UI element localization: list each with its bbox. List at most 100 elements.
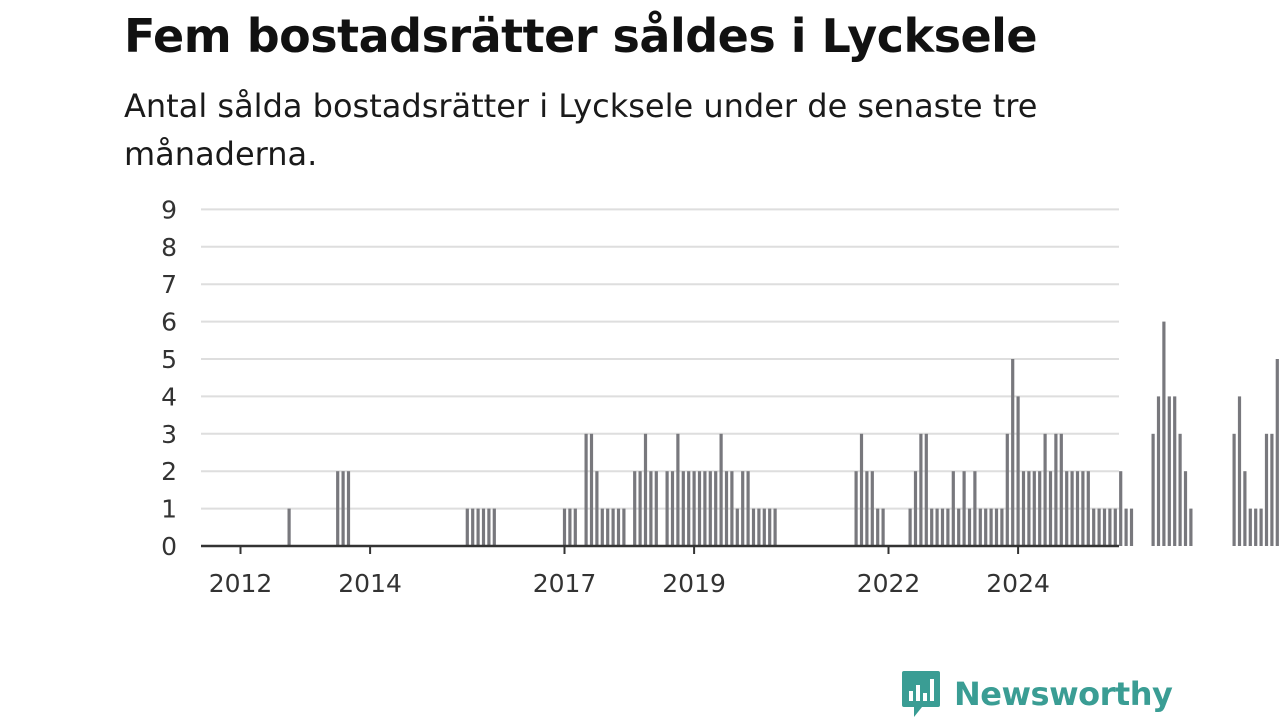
bar	[670, 471, 675, 546]
bar	[930, 508, 934, 546]
bar	[870, 471, 874, 546]
bar	[606, 508, 610, 546]
x-tick-label: 2019	[662, 569, 726, 598]
x-tick-label: 2024	[986, 569, 1050, 598]
bar	[1016, 396, 1020, 546]
bar	[697, 471, 702, 546]
bar	[908, 508, 912, 546]
bar	[751, 508, 756, 546]
bar	[719, 433, 723, 546]
bar	[492, 508, 496, 546]
bar	[1048, 471, 1053, 546]
bar	[994, 508, 999, 546]
bar	[865, 471, 869, 546]
bar	[735, 508, 739, 546]
bar	[1027, 471, 1031, 546]
bar	[1032, 471, 1036, 546]
bar	[703, 471, 707, 546]
bar	[859, 433, 864, 546]
bar	[1124, 508, 1128, 546]
bar	[341, 471, 345, 546]
bar	[665, 471, 669, 546]
y-tick-label: 5	[161, 345, 177, 374]
bar	[967, 508, 972, 546]
bar	[919, 433, 923, 546]
bar	[913, 471, 918, 546]
bar	[1021, 471, 1026, 546]
bar	[1275, 359, 1279, 546]
y-tick-label: 1	[161, 495, 177, 524]
bar	[471, 508, 475, 546]
bar	[562, 508, 567, 546]
bar	[346, 471, 351, 546]
bar	[1119, 471, 1123, 546]
bar	[854, 471, 858, 546]
bar	[681, 471, 685, 546]
chart-title: Fem bostadsrätter såldes i Lycksele	[124, 9, 1038, 63]
x-tick-label: 2012	[209, 569, 273, 598]
grid-lines	[201, 208, 1119, 510]
bar	[1043, 433, 1047, 546]
bar	[287, 508, 291, 546]
bar	[1081, 471, 1085, 546]
bar	[1243, 471, 1247, 546]
bar	[730, 471, 734, 546]
bar	[649, 471, 653, 546]
bar	[1005, 433, 1009, 546]
y-tick-label: 3	[161, 420, 177, 449]
bar	[336, 471, 340, 546]
bar	[1086, 471, 1090, 546]
bar	[573, 508, 577, 546]
bar	[984, 508, 988, 546]
bar	[757, 508, 761, 546]
bar	[589, 433, 594, 546]
bar	[1162, 321, 1166, 546]
bar	[1156, 396, 1161, 546]
newsworthy-logo: Newsworthy	[900, 668, 1173, 720]
bar	[924, 433, 928, 546]
bar	[476, 508, 480, 546]
bar	[1070, 471, 1074, 546]
x-tick-label: 2022	[857, 569, 921, 598]
newsworthy-logo-text: Newsworthy	[954, 675, 1173, 713]
bar	[1108, 508, 1112, 546]
bar	[1113, 508, 1117, 546]
bar	[940, 508, 945, 546]
x-tick-label: 2014	[338, 569, 402, 598]
bar	[1151, 433, 1155, 546]
y-tick-label: 7	[161, 270, 177, 299]
bar	[1097, 508, 1101, 546]
bar	[654, 471, 658, 546]
bar	[1129, 508, 1134, 546]
bar	[1264, 433, 1269, 546]
bar	[1075, 471, 1080, 546]
bar	[643, 433, 648, 546]
bar	[692, 471, 696, 546]
bar	[746, 471, 750, 546]
bar	[1065, 471, 1069, 546]
bar	[1092, 508, 1096, 546]
y-tick-label: 9	[161, 195, 177, 224]
bar	[714, 471, 718, 546]
bar	[584, 433, 588, 546]
bar	[1259, 508, 1263, 546]
bar	[676, 433, 680, 546]
y-axis-ticks: 0 1 2 3 4 5 6 7 8 9	[161, 195, 177, 561]
bar	[708, 471, 712, 546]
bar	[687, 471, 691, 546]
bar	[622, 508, 626, 546]
bar	[876, 508, 880, 546]
bar	[1178, 433, 1182, 546]
bar	[773, 508, 777, 546]
bar	[962, 471, 966, 546]
bar	[724, 471, 729, 546]
bar	[1167, 396, 1171, 546]
bar	[616, 508, 621, 546]
bar	[465, 508, 469, 546]
bar	[946, 508, 950, 546]
bar	[638, 471, 642, 546]
bar	[481, 508, 486, 546]
bar	[1059, 433, 1063, 546]
bar	[768, 508, 772, 546]
